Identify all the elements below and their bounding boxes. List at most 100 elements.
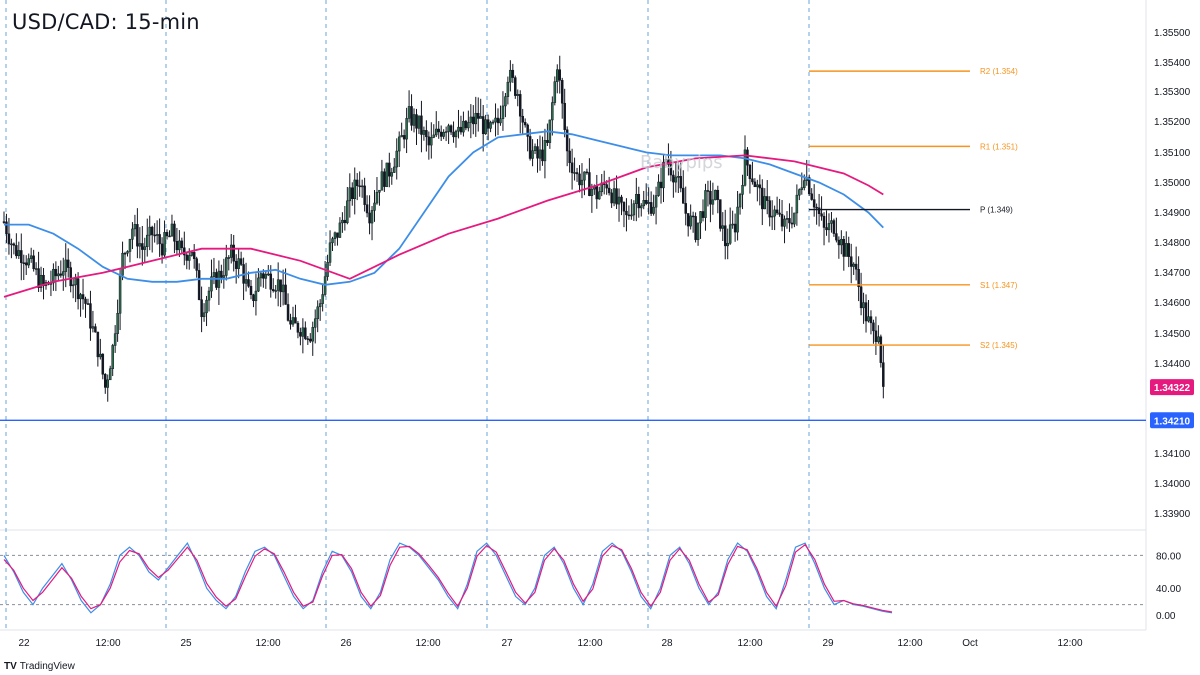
candle-body bbox=[622, 202, 626, 212]
candles-group bbox=[2, 55, 885, 402]
candle-body bbox=[378, 189, 381, 193]
candle-body bbox=[845, 243, 848, 257]
candle-body bbox=[318, 303, 322, 308]
price-tick-label: 1.34000 bbox=[1154, 479, 1191, 490]
candle-body bbox=[212, 272, 216, 277]
price-tick-label: 1.34100 bbox=[1154, 449, 1191, 460]
candle-body bbox=[165, 232, 169, 237]
candle-body bbox=[59, 273, 63, 276]
candle-body bbox=[432, 134, 436, 138]
candle-body bbox=[383, 171, 386, 187]
candle-body bbox=[699, 211, 702, 224]
candle-body bbox=[709, 190, 712, 205]
price-tick-label: 1.33900 bbox=[1154, 509, 1191, 520]
candle-body bbox=[605, 184, 608, 189]
candle-body bbox=[817, 207, 821, 214]
candle-body bbox=[281, 284, 285, 293]
candle-body bbox=[10, 243, 13, 246]
time-tick-label: 12:00 bbox=[255, 638, 280, 649]
candle-body bbox=[141, 243, 144, 250]
candle-body bbox=[783, 218, 786, 227]
candle-body bbox=[773, 209, 776, 217]
candle-body bbox=[610, 192, 613, 204]
candle-body bbox=[27, 258, 30, 266]
candle-body bbox=[652, 206, 655, 214]
candle-body bbox=[704, 190, 707, 218]
candle-body bbox=[807, 177, 811, 195]
candle-body bbox=[810, 193, 813, 200]
candle-body bbox=[563, 102, 566, 130]
candle-body bbox=[410, 106, 413, 126]
candle-body bbox=[355, 179, 359, 187]
candle-body bbox=[435, 128, 438, 136]
candle-body bbox=[39, 274, 43, 288]
candle-body bbox=[682, 187, 685, 204]
candle-body bbox=[538, 149, 542, 159]
candle-body bbox=[417, 115, 421, 129]
candle-body bbox=[494, 117, 497, 123]
candle-body bbox=[741, 185, 744, 195]
candle-body bbox=[5, 221, 8, 235]
candle-body bbox=[607, 187, 611, 194]
candle-body bbox=[827, 223, 831, 231]
candle-body bbox=[615, 188, 618, 205]
candle-body bbox=[852, 263, 855, 267]
candle-body bbox=[286, 304, 290, 321]
candle-body bbox=[847, 243, 850, 257]
candle-body bbox=[222, 275, 226, 278]
candle-body bbox=[291, 317, 295, 325]
candle-body bbox=[778, 212, 781, 215]
candle-body bbox=[501, 105, 505, 120]
candle-body bbox=[108, 368, 112, 381]
candle-body bbox=[160, 243, 164, 256]
candle-body bbox=[86, 303, 90, 305]
price-tick-label: 1.35400 bbox=[1154, 58, 1191, 69]
candle-body bbox=[170, 223, 174, 237]
candle-body bbox=[723, 225, 727, 247]
candle-body bbox=[484, 119, 487, 135]
candle-body bbox=[299, 332, 302, 337]
candle-body bbox=[385, 162, 389, 187]
candle-body bbox=[388, 162, 391, 177]
time-tick-label: Oct bbox=[962, 638, 978, 649]
candle-body bbox=[247, 279, 250, 287]
candle-body bbox=[560, 80, 564, 104]
candle-body bbox=[348, 187, 352, 202]
candle-body bbox=[590, 188, 594, 196]
candle-body bbox=[274, 290, 277, 292]
price-tick-label: 1.34600 bbox=[1154, 298, 1191, 309]
price-tick-label: 1.35100 bbox=[1154, 148, 1191, 159]
candle-body bbox=[472, 116, 475, 125]
candle-body bbox=[178, 240, 181, 251]
candle-body bbox=[101, 353, 105, 375]
candle-body bbox=[279, 279, 282, 293]
candle-body bbox=[442, 131, 445, 137]
candle-body bbox=[437, 128, 440, 133]
candle-body bbox=[753, 181, 757, 188]
candle-body bbox=[543, 140, 547, 162]
candle-body bbox=[422, 130, 426, 135]
candle-body bbox=[756, 184, 759, 188]
candle-body bbox=[192, 252, 196, 259]
candle-body bbox=[511, 69, 515, 78]
candle-body bbox=[541, 149, 544, 162]
candle-body bbox=[869, 316, 873, 324]
candle-body bbox=[867, 316, 870, 322]
tradingview-branding[interactable]: TV TradingView bbox=[4, 661, 75, 672]
candle-body bbox=[733, 223, 737, 233]
candle-body bbox=[667, 159, 670, 165]
candle-body bbox=[62, 271, 65, 276]
candle-body bbox=[412, 114, 416, 126]
candle-body bbox=[276, 279, 280, 291]
candle-body bbox=[509, 69, 512, 83]
candle-body bbox=[738, 194, 742, 208]
candle-body bbox=[183, 247, 186, 256]
candle-body bbox=[71, 284, 75, 287]
candle-body bbox=[830, 220, 833, 224]
candle-body bbox=[210, 276, 213, 292]
candle-body bbox=[427, 136, 431, 146]
candle-body bbox=[195, 258, 198, 271]
candle-body bbox=[358, 185, 361, 188]
candle-body bbox=[491, 121, 495, 124]
